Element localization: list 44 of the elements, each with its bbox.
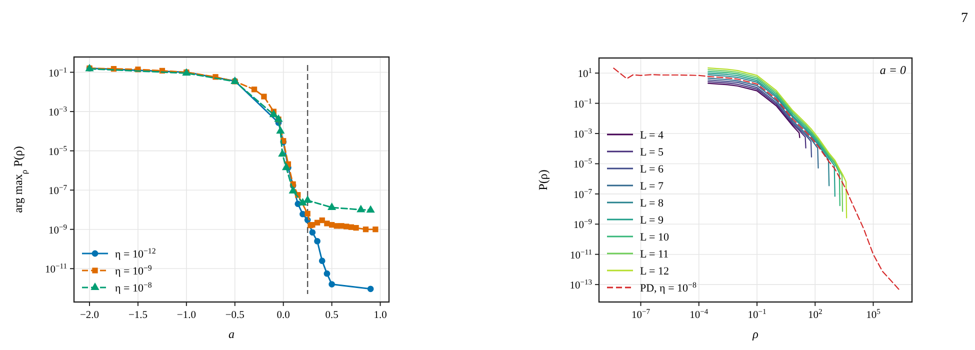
annotation: a = 0: [880, 63, 906, 77]
y-tick-label: 10$^{−3}$: [573, 126, 592, 141]
x-tick-label: 0.5: [325, 310, 338, 321]
legend-label: L = 4: [640, 130, 664, 142]
legend-label: L = 11: [640, 248, 669, 260]
legend-label: PD, η = 10$^{−8}$: [640, 280, 696, 294]
y-tick-label: 10$^{1}$: [578, 66, 592, 80]
legend-label: η = 10$^{−8}$: [115, 280, 152, 294]
x-tick-label: 10$^{5}$: [866, 306, 881, 321]
x-tick-label: 10$^{−4}$: [690, 306, 708, 321]
x-tick-label: −1.0: [176, 310, 196, 321]
text: 7: [961, 11, 968, 26]
x-tick-label: −2.0: [80, 310, 100, 321]
y-tick-label: 10$^{−3}$: [48, 104, 68, 119]
legend-label: L = 5: [640, 146, 664, 158]
x-tick-label: 10$^{−7}$: [631, 306, 650, 321]
y-tick-label: 10$^{−1}$: [573, 96, 592, 110]
legend-label: η = 10$^{−12}$: [115, 246, 156, 260]
x-tick-label: −1.5: [128, 310, 148, 321]
y-tick-label: 10$^{−9}$: [48, 222, 68, 236]
y-tick-label: 10$^{−9}$: [573, 216, 592, 232]
y-tick-label: 10$^{−11}$: [44, 261, 68, 276]
legend-label: η = 10$^{−9}$: [115, 263, 152, 278]
x-tick-label: 10$^{−1}$: [748, 306, 766, 321]
x-axis-title: ρ: [752, 327, 759, 341]
y-tick-label: 10$^{−11}$: [570, 246, 592, 262]
y-tick-label: 10$^{−7}$: [573, 186, 592, 201]
y-tick-label: 10$^{−7}$: [48, 182, 68, 198]
legend-label: L = 6: [640, 164, 664, 176]
x-tick-label: −0.5: [225, 310, 244, 321]
y-tick-label: 10$^{−5}$: [573, 156, 592, 171]
y-tick-label: 10$^{−5}$: [48, 143, 68, 158]
x-tick-label: 0.0: [276, 310, 290, 321]
x-tick-label: 10$^{2}$: [808, 306, 822, 321]
y-tick-label: 10$^{−1}$: [48, 64, 68, 80]
legend-label: L = 9: [640, 214, 664, 226]
y-tick-label: 10$^{−13}$: [570, 277, 592, 292]
legend-label: L = 12: [640, 266, 670, 278]
x-axis-title: a: [228, 327, 234, 341]
legend-label: L = 7: [640, 180, 664, 192]
legend-label: L = 10: [640, 232, 670, 244]
y-axis-title: P(ρ): [536, 170, 550, 190]
x-tick-label: 1.0: [374, 310, 387, 321]
legend-label: L = 8: [640, 198, 664, 210]
